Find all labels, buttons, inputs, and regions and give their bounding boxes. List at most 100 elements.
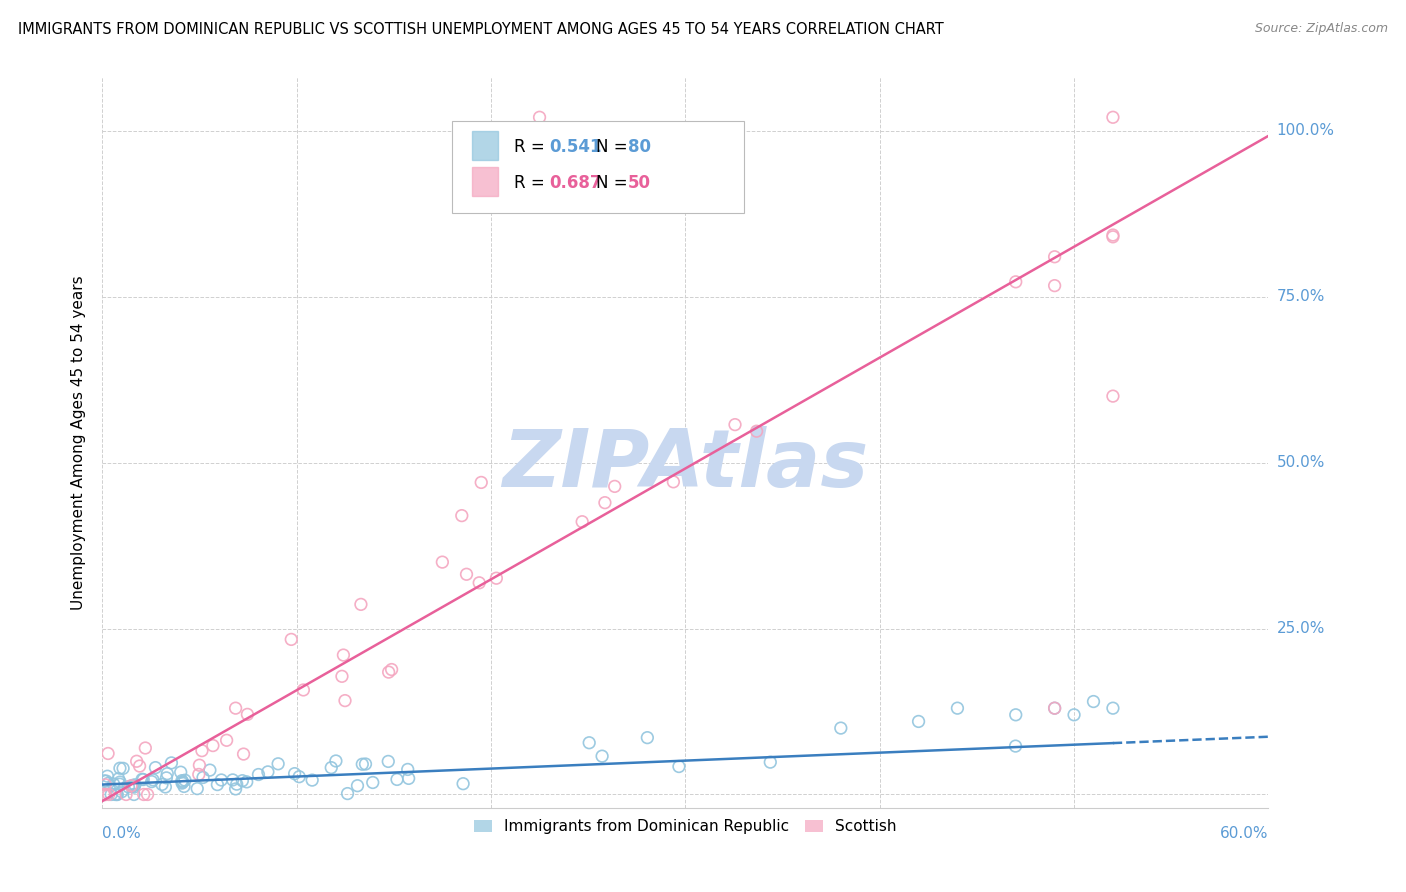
Text: 0.687: 0.687 [548,174,602,193]
Text: 50: 50 [628,174,651,193]
Point [128,759,150,773]
Point [134,741,156,756]
Point [117,780,139,794]
Point [160,756,183,770]
Point [188,758,211,772]
Point [571,515,593,529]
Point [96,769,118,783]
Point [93,788,115,802]
Point [1102,389,1125,403]
Point [125,754,148,768]
Point [122,780,145,794]
FancyBboxPatch shape [472,131,498,160]
Point [131,772,153,787]
Point [107,772,129,786]
Point [398,772,420,786]
Point [174,773,197,788]
Point [94,788,117,802]
Point [93,773,115,788]
Text: 50.0%: 50.0% [1277,455,1324,470]
Point [191,771,214,785]
Text: 80: 80 [628,138,651,156]
Point [284,766,307,780]
Point [97,788,120,802]
Point [207,778,229,792]
Point [907,714,929,729]
Point [112,761,135,775]
Point [120,779,142,793]
Text: N =: N = [596,138,633,156]
Point [1102,110,1125,124]
Point [267,756,290,771]
Point [377,755,399,769]
Point [301,773,323,788]
Text: 0.541: 0.541 [548,138,602,156]
Text: 100.0%: 100.0% [1277,123,1334,138]
Point [1043,701,1066,715]
Text: R =: R = [513,174,550,193]
Point [121,779,143,793]
Point [222,772,245,787]
Point [1043,278,1066,293]
Point [288,770,311,784]
Point [225,777,247,791]
Text: 0.0%: 0.0% [103,826,141,841]
Point [111,785,134,799]
Point [170,776,193,790]
Point [333,693,356,707]
Text: R =: R = [513,138,550,156]
Point [115,788,138,802]
Point [1102,229,1125,244]
Text: 25.0%: 25.0% [1277,621,1324,636]
Point [361,775,384,789]
Point [235,775,257,789]
Point [396,763,419,777]
Point [232,747,254,761]
Point [330,669,353,683]
Point [745,424,768,438]
Point [603,479,626,493]
Point [215,733,238,747]
Point [103,777,125,791]
Point [1043,250,1066,264]
Point [170,765,193,780]
Point [350,598,373,612]
Point [1043,701,1066,715]
Point [170,773,193,788]
Point [830,721,852,735]
Point [636,731,658,745]
Text: IMMIGRANTS FROM DOMINICAN REPUBLIC VS SCOTTISH UNEMPLOYMENT AMONG AGES 45 TO 54 : IMMIGRANTS FROM DOMINICAN REPUBLIC VS SC… [18,22,943,37]
Point [578,736,600,750]
Point [145,761,167,775]
Point [354,757,377,772]
Point [724,417,747,432]
Point [456,567,478,582]
Point [156,766,179,780]
Point [132,788,155,802]
Point [1004,275,1026,289]
Point [236,707,259,722]
Point [141,774,163,789]
Legend: Immigrants from Dominican Republic, Scottish: Immigrants from Dominican Republic, Scot… [468,814,903,840]
Point [336,787,359,801]
FancyBboxPatch shape [453,121,744,212]
Point [105,788,128,802]
Text: 60.0%: 60.0% [1220,826,1268,841]
Text: N =: N = [596,174,633,193]
Point [1004,739,1026,753]
Point [191,744,214,758]
Point [377,665,399,679]
Point [155,780,177,794]
Point [108,761,131,775]
Point [198,763,221,777]
Point [257,764,280,779]
Point [186,781,208,796]
Point [108,775,131,789]
Point [201,739,224,753]
Text: ZIPAtlas: ZIPAtlas [502,425,869,503]
Point [385,772,408,787]
Point [946,701,969,715]
Point [93,788,115,802]
Point [662,475,685,489]
Point [104,788,127,802]
